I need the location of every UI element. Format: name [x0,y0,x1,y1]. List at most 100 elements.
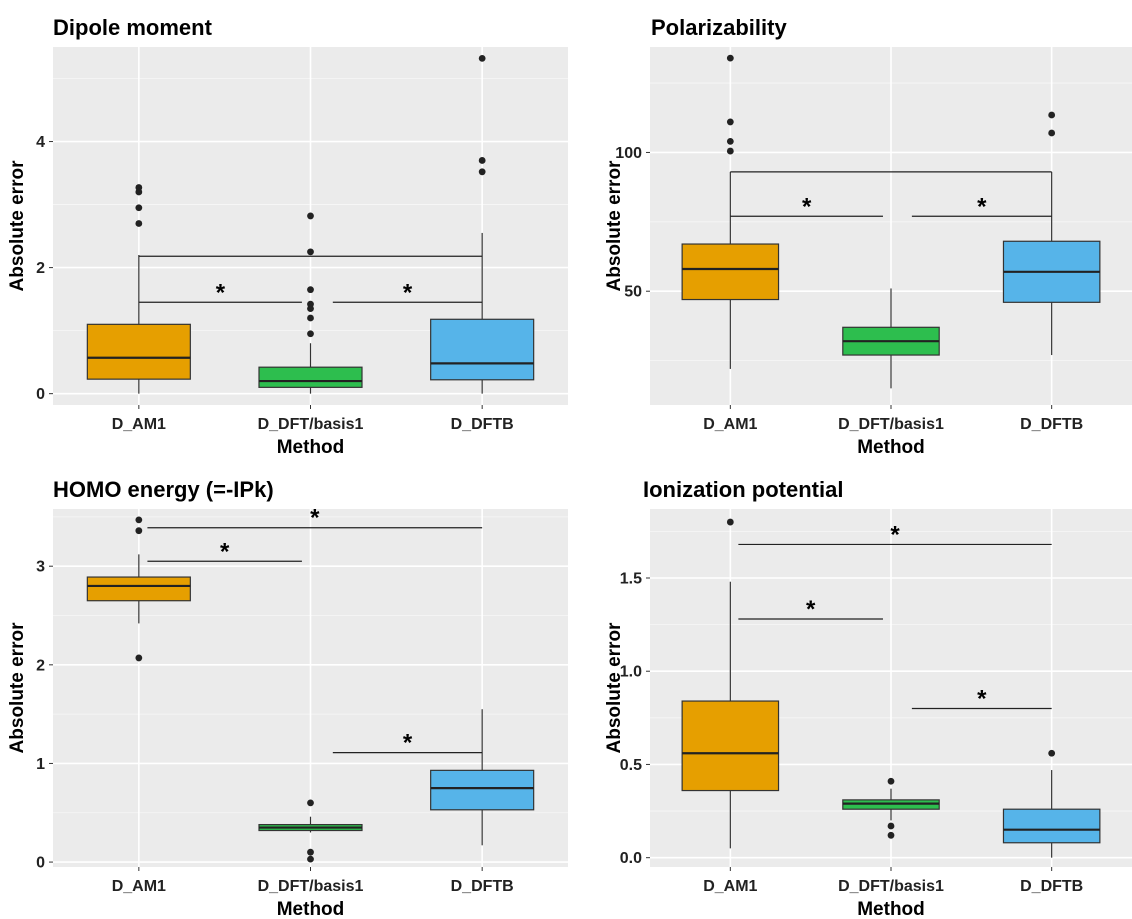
x-tick-label: D_AM1 [703,878,757,895]
box-D_DFTB [1002,111,1101,356]
panel-1: 0 2 4 * * D_AM1 D_DFT/basis1 D_DFTB Method Absolu… [7,15,568,458]
x-tick-label: D_DFTB [1020,878,1083,895]
y-tick-label: 3 [36,559,45,576]
box-iqr [430,769,535,811]
y-tick-label: 0 [36,855,45,872]
outlier-point [478,54,486,62]
box-D_DFT/basis1 [258,212,363,394]
box-D_DFTB [430,709,535,846]
outlier-point [307,330,314,338]
box-D_AM1 [681,518,780,849]
box-D_DFTB [1002,749,1101,858]
box-iqr [430,318,535,381]
outlier-point [726,118,734,126]
outlier-point [307,314,314,322]
box-D_DFT/basis1 [842,777,940,839]
box-iqr [681,700,780,792]
y-tick-label: 100 [615,145,642,162]
x-tick-label: D_AM1 [703,416,757,433]
panel-title: Polarizability [651,15,787,40]
y-tick-label: 2 [36,657,45,674]
y-axis-label: Absolute error [7,622,28,754]
significance-star: * [403,279,413,306]
box-D_DFTB [430,54,535,394]
x-tick-label: D_DFTB [1020,416,1083,433]
box-iqr [258,366,363,388]
outlier-point [726,54,734,62]
x-axis-label: Method [857,899,925,919]
y-axis-label: Absolute error [7,160,28,292]
outlier-point [1048,129,1056,137]
significance-star: * [802,193,812,220]
x-axis-label: Method [277,899,345,919]
y-tick-label: 50 [624,284,642,301]
outlier-point [135,654,143,662]
y-tick-label: 1 [36,756,45,773]
significance-star: * [403,730,413,757]
outlier-point [887,822,895,830]
panel-title: Dipole moment [53,15,213,40]
outlier-point [307,799,314,807]
x-tick-label: D_AM1 [112,878,166,895]
outlier-point [135,220,143,227]
x-tick-label: D_DFT/basis1 [838,878,944,895]
panel-title: Ionization potential [643,477,843,502]
box-D_AM1 [681,54,780,369]
outlier-point [135,204,143,212]
x-tick-label: D_AM1 [112,416,166,433]
outlier-point [478,157,486,164]
panel-2: 50 100 * * D_AM1 D_DFT/basis1 D_DFTB Method Abso… [604,15,1132,458]
x-tick-label: D_DFTB [451,878,514,895]
outlier-point [726,147,734,155]
outlier-point [478,168,486,176]
y-tick-label: 0 [36,386,45,403]
outlier-point [726,518,734,526]
box-D_AM1 [86,516,191,662]
significance-star: * [216,279,226,306]
outlier-point [307,212,314,220]
x-tick-label: D_DFT/basis1 [258,878,364,895]
outlier-point [135,527,143,535]
outlier-point [887,777,895,785]
x-axis-label: Method [277,437,345,458]
panel-4: 0.0 0.5 1.0 1.5 * * * D_AM1 D_DFT/basis1 D_DFTB Me… [604,477,1132,919]
outlier-point [1048,749,1056,757]
panel-title: HOMO energy (=-IPk) [53,477,274,502]
x-tick-label: D_DFT/basis1 [838,416,944,433]
y-tick-label: 2 [36,260,45,277]
y-axis-label: Absolute error [604,622,625,754]
significance-star: * [977,193,987,220]
significance-star: * [220,538,230,565]
box-iqr [86,576,191,602]
y-tick-label: 4 [36,134,45,151]
box-D_DFT/basis1 [842,288,940,389]
box-iqr [86,323,191,380]
x-axis-label: Method [857,437,925,458]
outlier-point [726,137,734,145]
y-tick-label: 0.0 [620,850,642,867]
box-iqr [1002,808,1101,844]
outlier-point [307,855,314,863]
outlier-point [1048,111,1056,119]
y-axis-label: Absolute error [604,160,625,292]
y-tick-label: 1.0 [620,664,642,681]
significance-star: * [977,686,987,713]
outlier-point [307,248,314,256]
x-tick-label: D_DFT/basis1 [258,416,364,433]
outlier-point [307,848,314,856]
outlier-point [135,516,143,524]
outlier-point [307,300,314,308]
significance-star: * [806,596,816,623]
outlier-point [135,184,143,191]
y-tick-label: 0.5 [620,757,642,774]
x-tick-label: D_DFTB [451,416,514,433]
outlier-point [307,286,314,294]
outlier-point [887,831,895,839]
panel-3: 0 1 2 3 * * * D_AM1 D_DFT/basis1 D_DFTB Method Abso… [7,477,568,919]
significance-star: * [310,505,320,532]
box-iqr [681,243,780,301]
box-D_DFT/basis1 [258,799,363,863]
y-tick-label: 1.5 [620,570,642,587]
significance-star: * [890,521,900,548]
